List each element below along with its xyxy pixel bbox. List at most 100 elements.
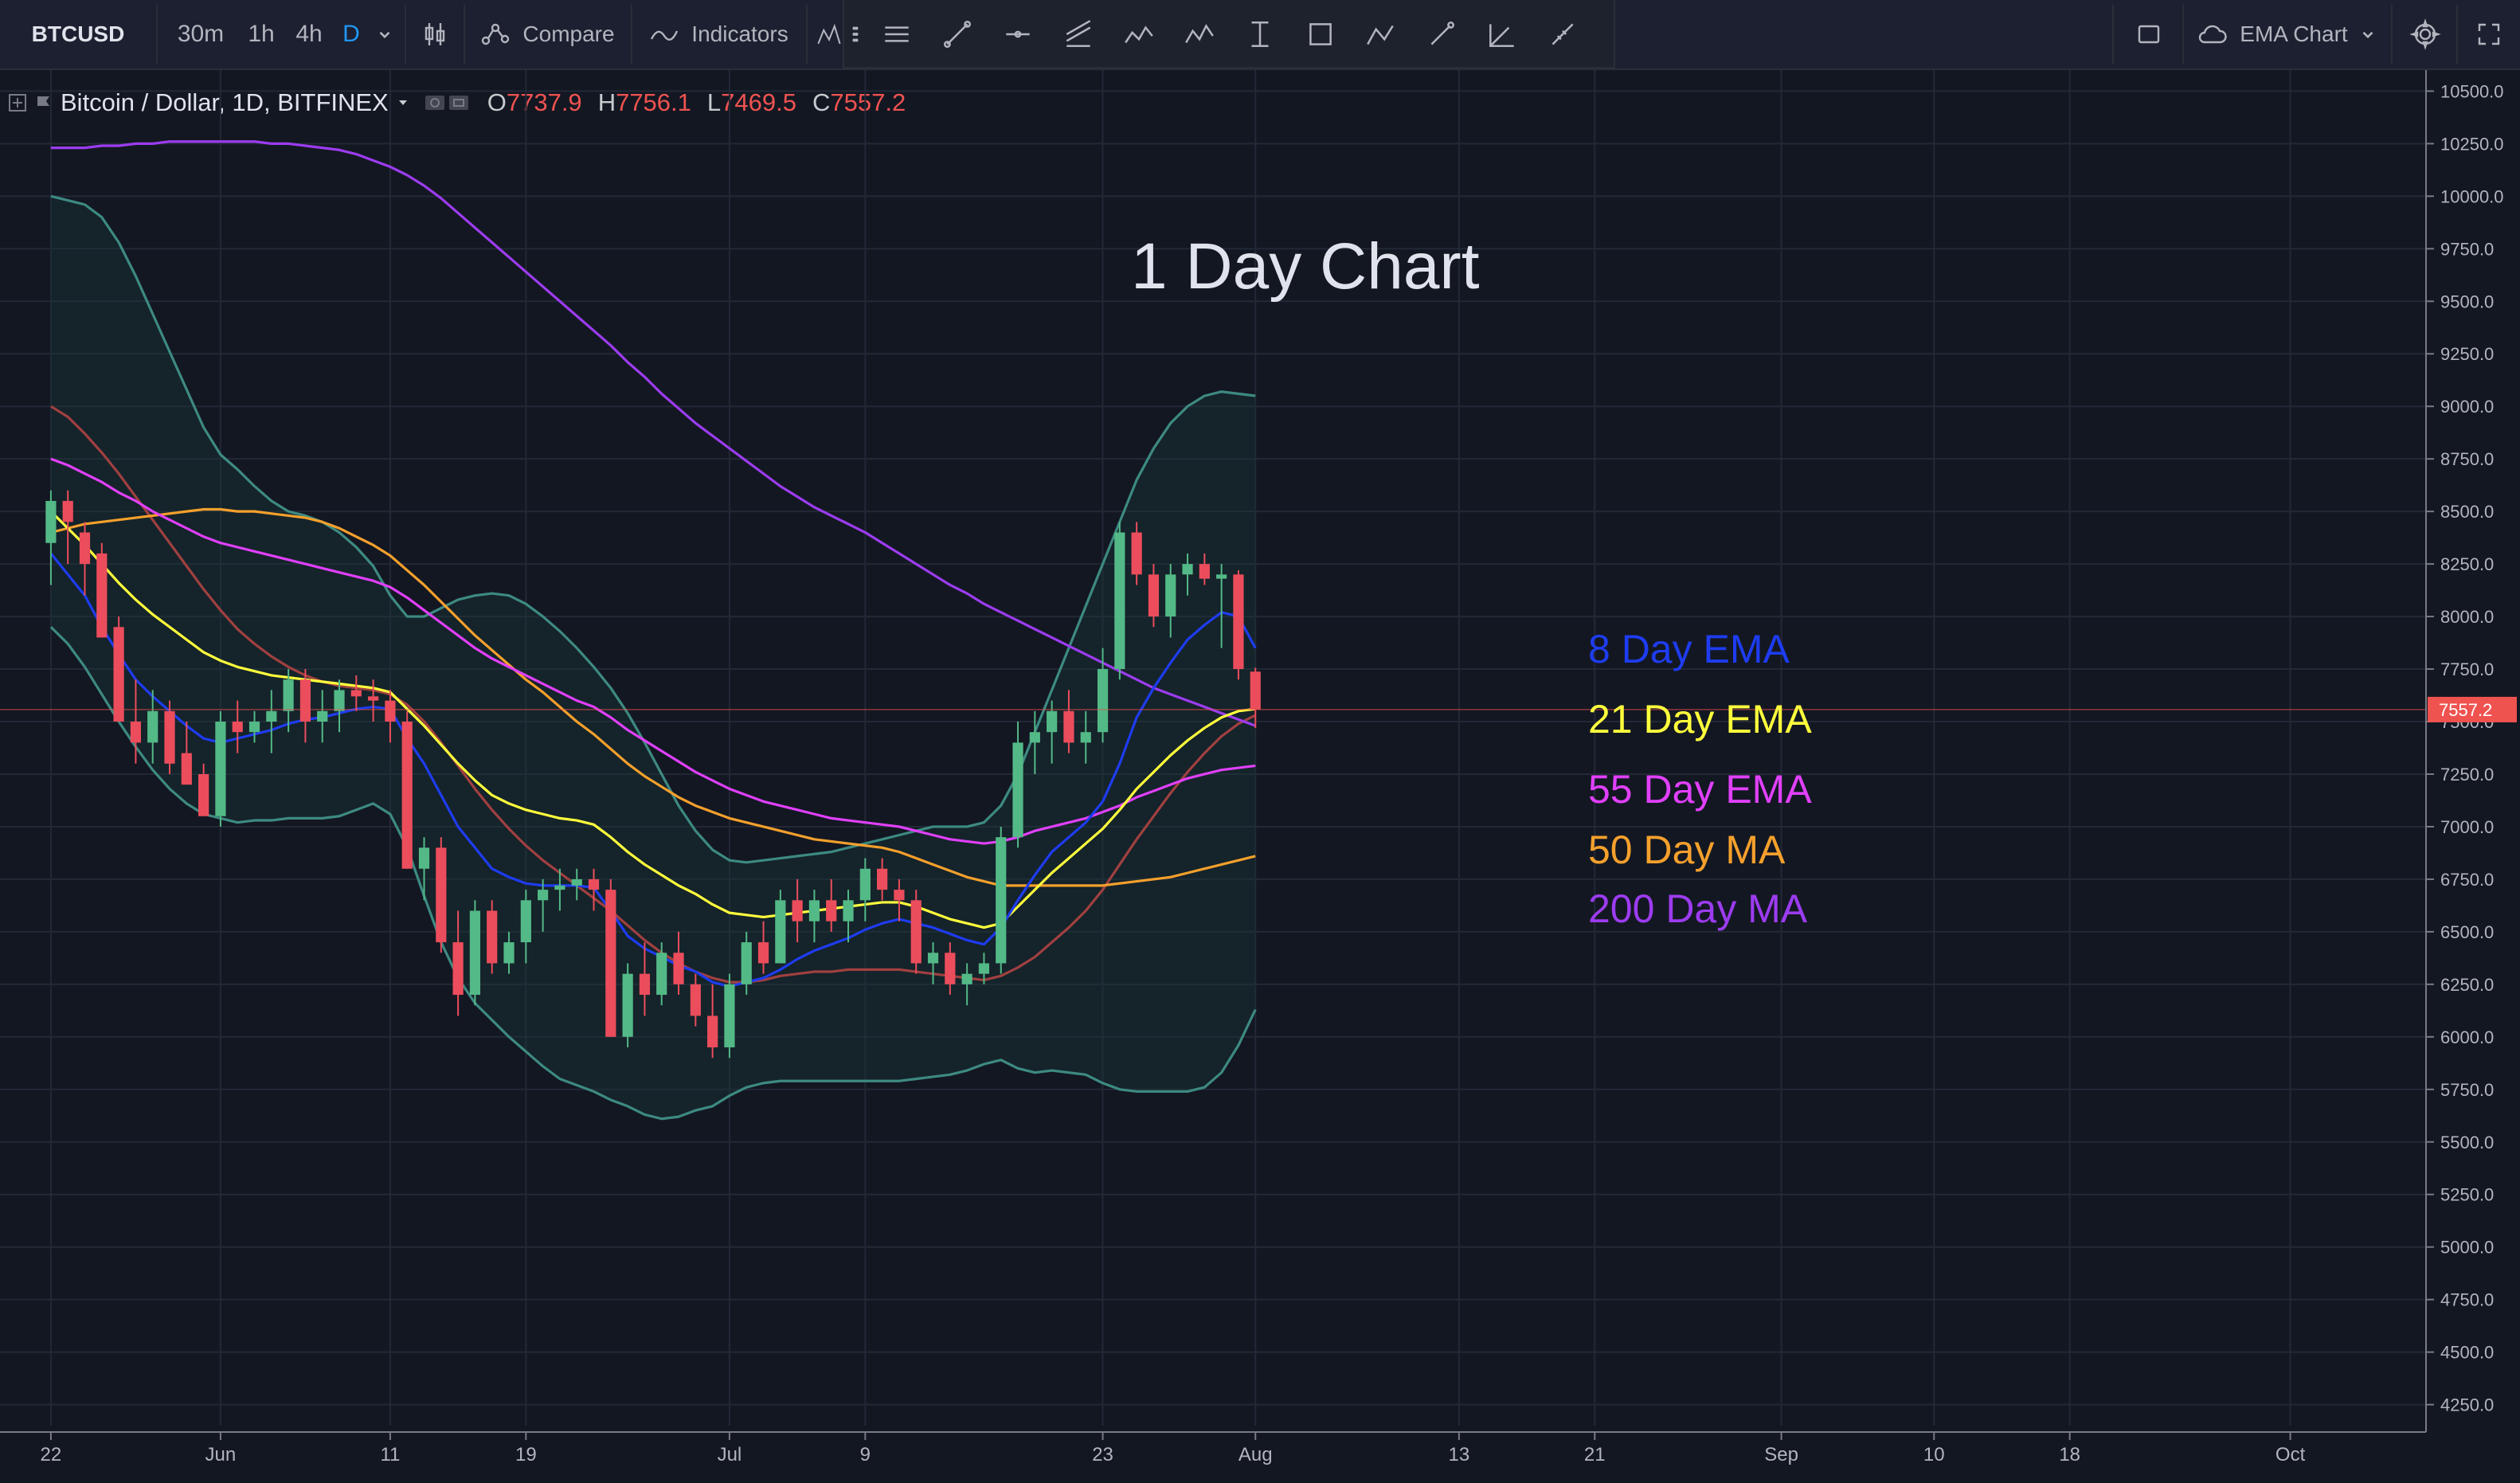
chart-title-annotation[interactable]: 1 Day Chart: [1131, 230, 1480, 303]
candle: [96, 542, 108, 638]
toolbar-divider: [2112, 5, 2114, 64]
candle: [741, 931, 752, 996]
chart-legend: Bitcoin / Dollar, 1D, BITFINEX O 7737.9 H…: [8, 83, 906, 123]
timeframe-dropdown-chevron-icon[interactable]: [371, 0, 398, 68]
price-axis-label: 8500.0: [2440, 502, 2494, 522]
time-axis-label: Aug: [1238, 1444, 1273, 1465]
candle-body: [1250, 671, 1261, 710]
symbol-description[interactable]: Bitcoin / Dollar, 1D, BITFINEX: [61, 88, 389, 116]
time-axis-label: Sep: [1764, 1444, 1798, 1465]
angle-tool-icon[interactable]: [1472, 0, 1532, 68]
price-axis-label: 7000.0: [2440, 817, 2494, 837]
templates-icon[interactable]: [816, 0, 843, 68]
drag-handle-icon[interactable]: [847, 0, 863, 68]
candle-body: [673, 953, 684, 984]
candle: [1012, 722, 1023, 848]
expand-legend-icon[interactable]: [8, 93, 27, 112]
candle: [334, 679, 345, 733]
candle-body: [147, 710, 158, 743]
candle: [1063, 690, 1074, 753]
candle-body: [436, 847, 447, 943]
fullscreen-icon[interactable]: [2461, 0, 2517, 68]
candle-body: [1131, 532, 1142, 575]
candle-body: [927, 953, 939, 964]
indicators-button[interactable]: Indicators: [639, 0, 798, 68]
candle: [945, 942, 956, 996]
annotation-50-day-ma[interactable]: 50 Day MA: [1588, 828, 1786, 872]
horizontal-lines-tool-icon[interactable]: [867, 0, 927, 68]
candle: [487, 900, 498, 974]
symbol-search-button[interactable]: BTCUSD: [31, 22, 125, 46]
time-axis-label: Jul: [718, 1444, 742, 1465]
low-value: 7469.5: [721, 88, 796, 116]
candle: [368, 679, 379, 722]
candlestick-chart-type-icon[interactable]: [409, 0, 460, 68]
rectangle-tool-icon[interactable]: [1290, 0, 1351, 68]
candle-body: [385, 700, 396, 722]
timeframe-1d-button[interactable]: D: [342, 21, 360, 47]
candle-body: [79, 532, 91, 565]
last-price-tag-label: 7557.2: [2439, 700, 2492, 720]
elliott-wave-tool-icon[interactable]: [1169, 0, 1230, 68]
layout-save-button[interactable]: EMA Chart: [2189, 0, 2385, 68]
price-axis-label: 6500.0: [2440, 922, 2494, 942]
candle: [1233, 570, 1244, 680]
indicators-icon: [651, 30, 679, 41]
legend-settings-icon[interactable]: [424, 93, 472, 112]
pattern-xabcd-tool-icon[interactable]: [1109, 0, 1169, 68]
timeframe-4h-button[interactable]: 4h: [295, 21, 323, 47]
candle-body: [978, 963, 990, 974]
price-axis-label: 5000.0: [2440, 1238, 2494, 1258]
annotation-200-day-ma[interactable]: 200 Day MA: [1588, 886, 1808, 931]
pitchfork-tool-icon[interactable]: [1048, 0, 1109, 68]
candle: [350, 675, 362, 711]
candle: [113, 616, 124, 722]
candle: [147, 690, 158, 764]
candle: [792, 878, 803, 943]
candle: [894, 878, 905, 921]
toolbar-divider: [464, 5, 465, 64]
candle: [656, 942, 667, 1006]
fullscreen-frame-icon[interactable]: [2120, 0, 2178, 68]
indicators-label: Indicators: [691, 22, 788, 46]
toolbar-divider: [2182, 5, 2184, 64]
candle: [1182, 553, 1193, 596]
candle: [690, 973, 701, 1027]
candle-body: [554, 885, 565, 890]
candle-body: [622, 973, 633, 1037]
brush-tool-icon[interactable]: [1411, 0, 1472, 68]
horizontal-ray-tool-icon[interactable]: [988, 0, 1048, 68]
price-axis-label: 9250.0: [2440, 344, 2494, 364]
timeframe-1h-button[interactable]: 1h: [248, 21, 275, 47]
symbol-dropdown-icon[interactable]: [397, 96, 409, 109]
time-axis-label: Jun: [205, 1444, 237, 1465]
candle: [571, 868, 582, 901]
candle-body: [1097, 669, 1109, 733]
candle: [757, 921, 769, 974]
price-axis-label: 9500.0: [2440, 292, 2494, 311]
timeframe-30m-button[interactable]: 30m: [177, 21, 225, 47]
flag-icon[interactable]: [35, 93, 53, 112]
annotation-8-day-ema[interactable]: 8 Day EMA: [1588, 627, 1790, 671]
candle: [639, 942, 651, 1016]
candle: [215, 710, 226, 827]
compare-button[interactable]: Compare: [472, 0, 623, 68]
candle: [1131, 522, 1142, 585]
candle: [843, 890, 854, 943]
price-range-tool-icon[interactable]: [1230, 0, 1290, 68]
price-axis-label: 9750.0: [2440, 239, 2494, 259]
trend-line-tool-icon[interactable]: [927, 0, 988, 68]
last-price-tag: [2428, 696, 2517, 722]
price-axis-label: 8250.0: [2440, 554, 2494, 574]
settings-gear-icon[interactable]: [2397, 0, 2453, 68]
candle-body: [266, 710, 277, 722]
candle-body: [1165, 574, 1176, 617]
measure-tool-icon[interactable]: [1532, 0, 1593, 68]
candle: [910, 890, 922, 974]
annotation-55-day-ema[interactable]: 55 Day EMA: [1588, 767, 1812, 812]
annotation-21-day-ema[interactable]: 21 Day EMA: [1588, 697, 1812, 742]
price-chart[interactable]: 10500.0 10250.0 10000.0 9750.0 9500.0 9250.0 9…: [0, 70, 2520, 1483]
abc-pattern-tool-icon[interactable]: [1351, 0, 1411, 68]
candle: [62, 490, 73, 565]
candle-body: [418, 847, 430, 869]
